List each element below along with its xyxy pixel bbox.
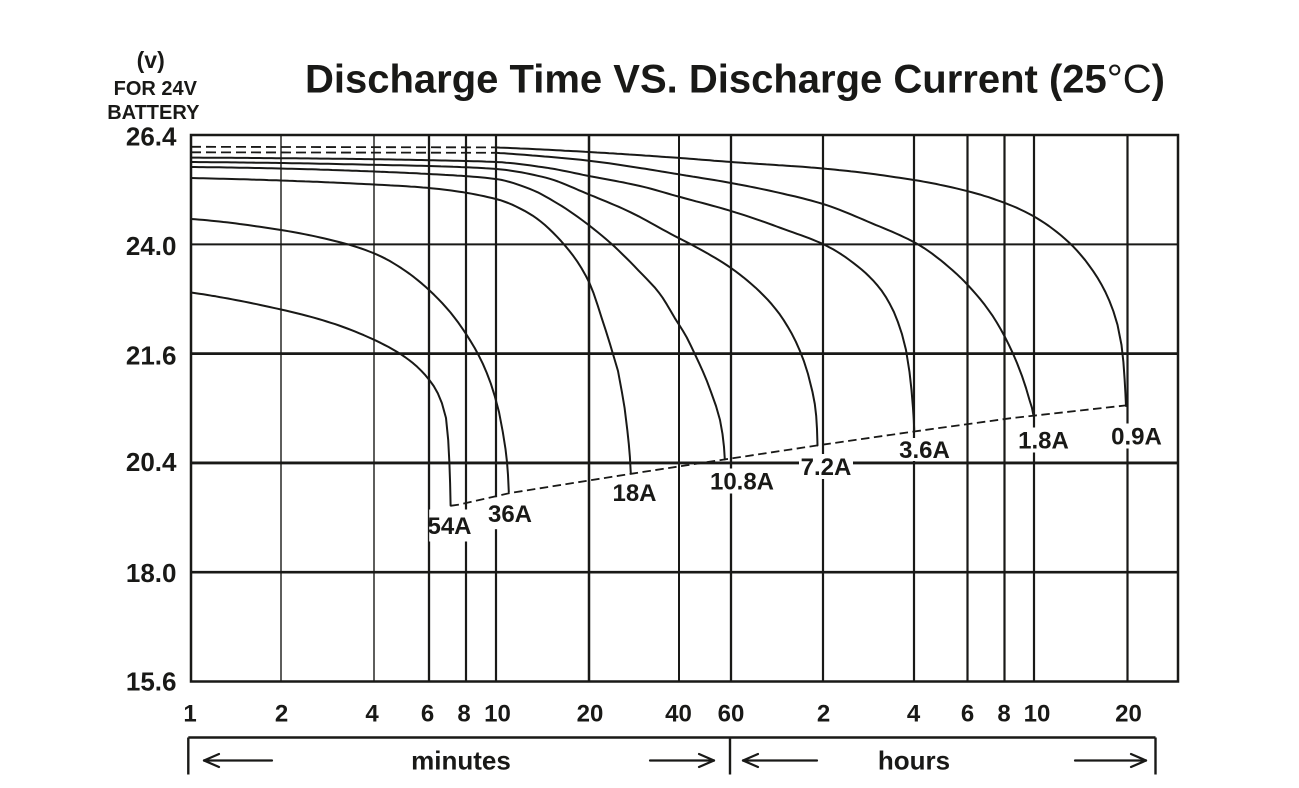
svg-text:10.8A: 10.8A (710, 469, 774, 496)
svg-text:18.0: 18.0 (126, 558, 177, 588)
svg-text:20: 20 (577, 701, 604, 728)
svg-text:0.9A: 0.9A (1111, 424, 1162, 451)
svg-text:3.6A: 3.6A (899, 437, 950, 464)
svg-text:FOR 24V: FOR 24V (114, 78, 198, 100)
svg-text:26.4: 26.4 (126, 121, 177, 151)
svg-text:8: 8 (457, 701, 470, 728)
svg-text:54A: 54A (427, 513, 471, 540)
svg-text:1.8A: 1.8A (1018, 428, 1069, 455)
svg-text:10: 10 (484, 701, 511, 728)
svg-text:24.0: 24.0 (126, 231, 177, 261)
svg-text:1: 1 (183, 701, 196, 728)
svg-text:2: 2 (275, 701, 288, 728)
svg-text:36A: 36A (488, 501, 532, 528)
svg-text:(v): (v) (137, 47, 165, 73)
svg-text:hours: hours (878, 746, 950, 776)
svg-text:BATTERY: BATTERY (107, 102, 200, 124)
svg-text:6: 6 (961, 701, 974, 728)
svg-text:4: 4 (365, 701, 379, 728)
svg-text:20: 20 (1115, 701, 1142, 728)
svg-text:8: 8 (997, 701, 1010, 728)
svg-text:2: 2 (817, 701, 830, 728)
svg-text:4: 4 (907, 701, 921, 728)
svg-text:10: 10 (1024, 701, 1051, 728)
svg-text:minutes: minutes (411, 746, 511, 776)
svg-text:6: 6 (421, 701, 434, 728)
svg-text:60: 60 (718, 701, 745, 728)
svg-text:Discharge Time VS. Discharge C: Discharge Time VS. Discharge Current (25… (305, 58, 1165, 102)
svg-text:15.6: 15.6 (126, 666, 177, 696)
svg-text:7.2A: 7.2A (801, 454, 852, 481)
svg-text:20.4: 20.4 (126, 447, 177, 477)
svg-text:40: 40 (665, 701, 692, 728)
svg-text:21.6: 21.6 (126, 340, 177, 370)
svg-text:18A: 18A (612, 480, 656, 507)
